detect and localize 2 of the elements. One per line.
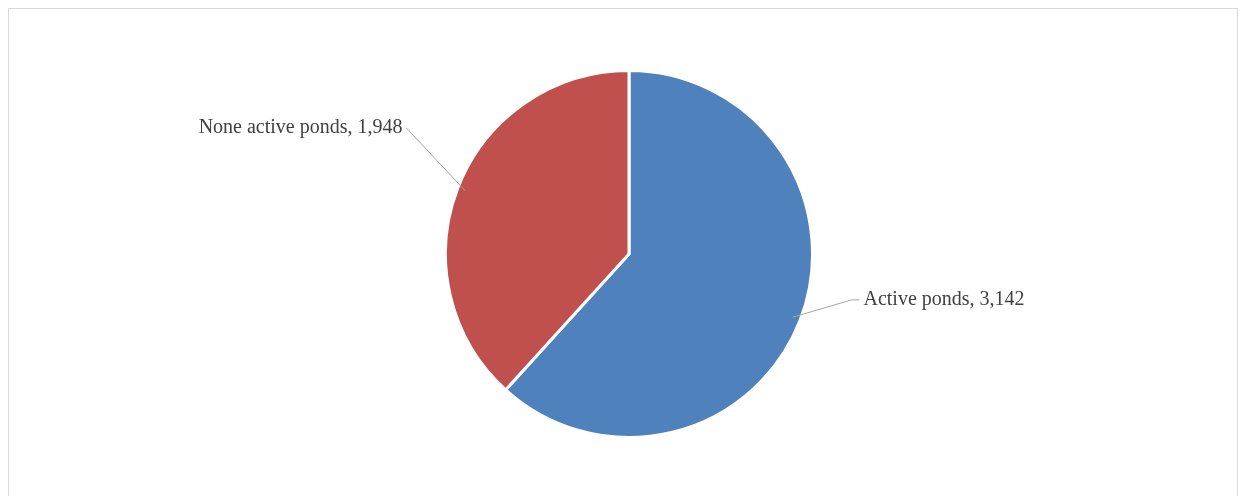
slice-label: Active ponds, 3,142 [863, 287, 1025, 311]
slice-label: None active ponds, 1,948 [198, 115, 403, 139]
